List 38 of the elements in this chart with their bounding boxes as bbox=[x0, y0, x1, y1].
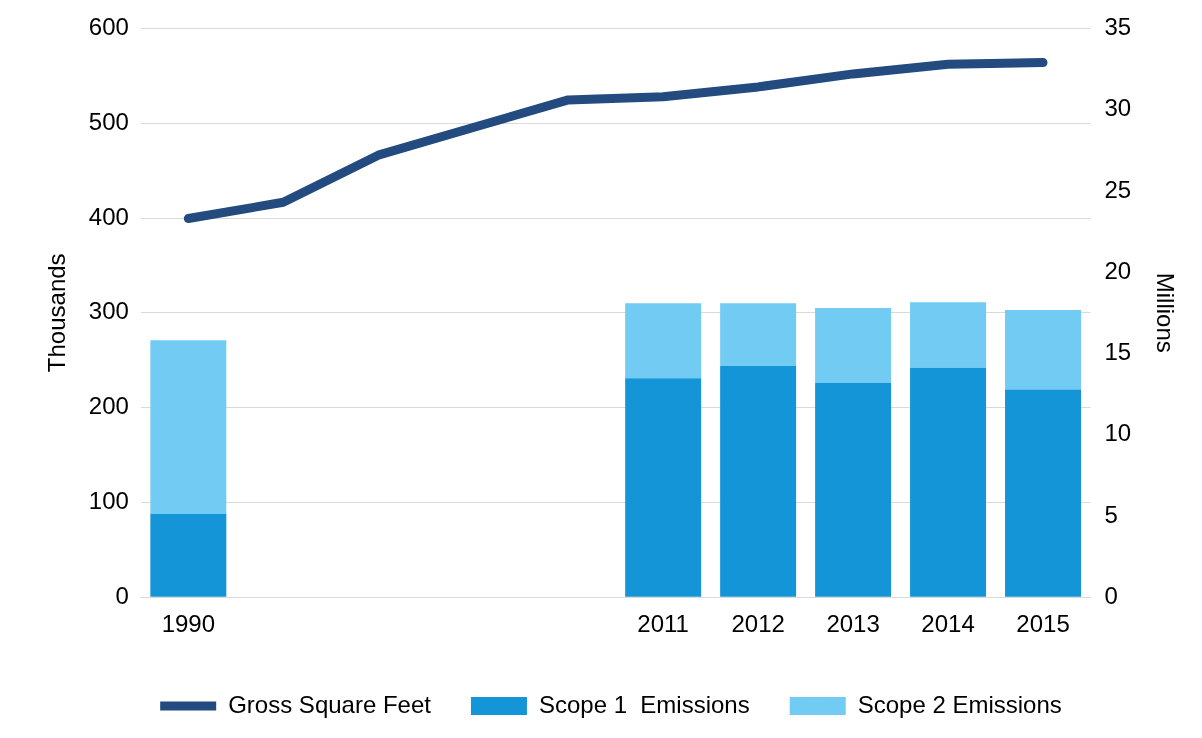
y2-tick-label: 20 bbox=[1104, 256, 1132, 284]
y2-tick-label: 5 bbox=[1104, 500, 1118, 528]
legend-label: Gross Square Feet bbox=[228, 690, 432, 718]
y2-tick-label: 10 bbox=[1104, 419, 1132, 447]
y2-axis-title: Millions bbox=[1151, 272, 1179, 353]
bar bbox=[1005, 309, 1082, 390]
y-tick-label: 600 bbox=[88, 13, 129, 41]
x-tick-label: 1990 bbox=[161, 610, 216, 638]
x-tick-label: 2013 bbox=[826, 610, 880, 638]
bar bbox=[815, 308, 892, 383]
x-tick-label: 2015 bbox=[1016, 610, 1070, 638]
legend-label: Scope 1 Emissions bbox=[538, 690, 750, 718]
y-axis-title: Thousands bbox=[43, 253, 71, 373]
y-tick-label: 400 bbox=[88, 202, 129, 230]
y2-tick-label: 30 bbox=[1104, 94, 1132, 122]
y-tick-label: 0 bbox=[115, 581, 129, 609]
bar bbox=[910, 367, 987, 597]
y-tick-label: 100 bbox=[88, 487, 129, 515]
y-tick-label: 200 bbox=[88, 392, 129, 420]
x-tick-label: 2012 bbox=[731, 610, 785, 638]
bar bbox=[150, 513, 227, 597]
bar bbox=[1005, 389, 1082, 597]
x-tick-label: 2011 bbox=[637, 610, 689, 638]
legend-label: Scope 2 Emissions bbox=[857, 690, 1062, 718]
y-tick-label: 300 bbox=[88, 297, 129, 325]
bar bbox=[625, 378, 702, 597]
bar bbox=[150, 340, 227, 514]
bar bbox=[815, 382, 892, 597]
bar bbox=[720, 303, 797, 366]
x-tick-label: 2014 bbox=[921, 610, 975, 638]
bar bbox=[625, 303, 702, 379]
bar bbox=[910, 302, 987, 368]
y2-tick-label: 15 bbox=[1104, 338, 1132, 366]
y2-tick-label: 25 bbox=[1104, 175, 1132, 203]
y-tick-label: 500 bbox=[88, 107, 129, 135]
y2-tick-label: 35 bbox=[1104, 13, 1132, 41]
bar bbox=[720, 365, 797, 597]
y2-tick-label: 0 bbox=[1104, 581, 1118, 609]
